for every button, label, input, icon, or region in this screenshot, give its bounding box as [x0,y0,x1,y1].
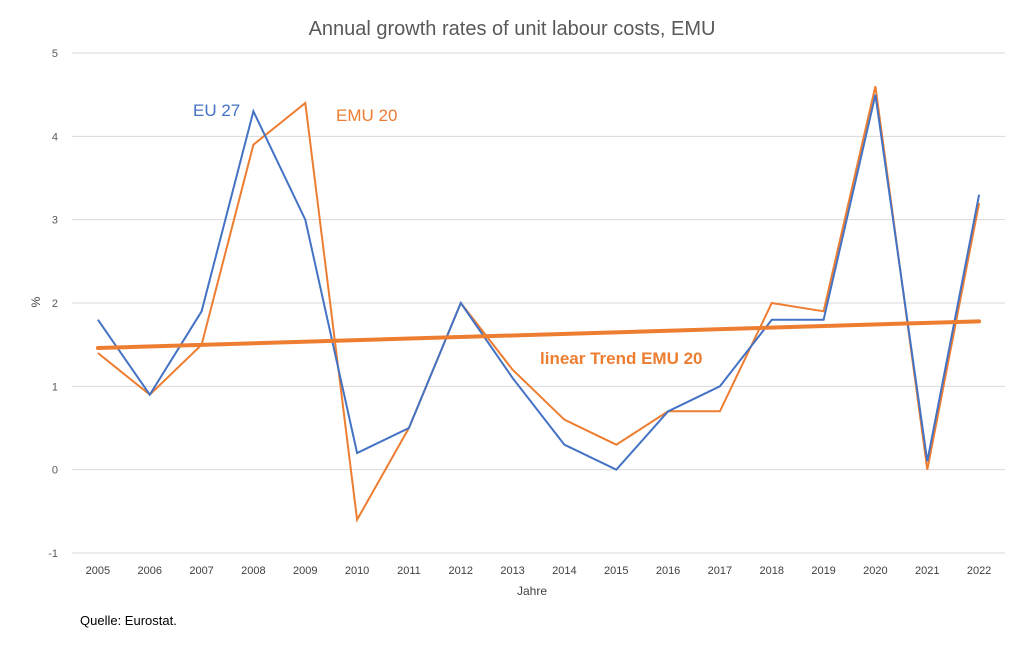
x-tick-label: 2012 [449,565,473,577]
x-tick-label: 2005 [86,565,110,577]
x-tick-label: 2016 [656,565,680,577]
gridlines [72,52,1005,554]
series-line-emu-20 [97,86,981,523]
series-labels: EU 27 EMU 20 linear Trend EMU 20 [193,101,703,368]
x-tick-label: 2008 [241,565,265,577]
series-label-eu-27: EU 27 [193,101,240,120]
y-tick-label: 0 [52,465,58,477]
y-tick-label: 2 [52,298,58,310]
y-tick-label: 4 [52,131,58,143]
x-tick-label: 2020 [863,565,887,577]
y-tick-label: 5 [52,48,58,60]
y-axis-ticks: -1 0 1 2 3 4 5 [48,48,58,560]
y-tick-label: 3 [52,215,58,227]
source-note: Quelle: Eurostat. [80,613,177,628]
x-tick-label: 2009 [293,565,317,577]
series-label-emu-20: EMU 20 [336,106,397,125]
trend-line [95,319,982,350]
x-tick-label: 2013 [500,565,524,577]
series-lines [95,86,982,523]
series-line-eu-27 [97,94,981,471]
x-tick-label: 2007 [189,565,213,577]
x-tick-label: 2014 [552,565,576,577]
chart-title: Annual growth rates of unit labour costs… [309,18,716,40]
x-tick-label: 2015 [604,565,628,577]
x-axis-ticks: 2005 2006 2007 2008 2009 2010 2011 2012 2013 2014… [86,565,992,577]
x-axis-label: Jahre [517,584,547,598]
x-tick-label: 2021 [915,565,939,577]
x-tick-label: 2011 [397,565,421,577]
y-axis-label: % [29,296,43,307]
x-tick-label: 2010 [345,565,369,577]
x-tick-label: 2017 [708,565,732,577]
y-tick-label: 1 [52,381,58,393]
x-tick-label: 2022 [967,565,991,577]
x-tick-label: 2018 [760,565,784,577]
y-tick-label: -1 [48,548,58,560]
x-tick-label: 2019 [811,565,835,577]
x-tick-label: 2006 [138,565,162,577]
trend-label: linear Trend EMU 20 [540,349,703,368]
